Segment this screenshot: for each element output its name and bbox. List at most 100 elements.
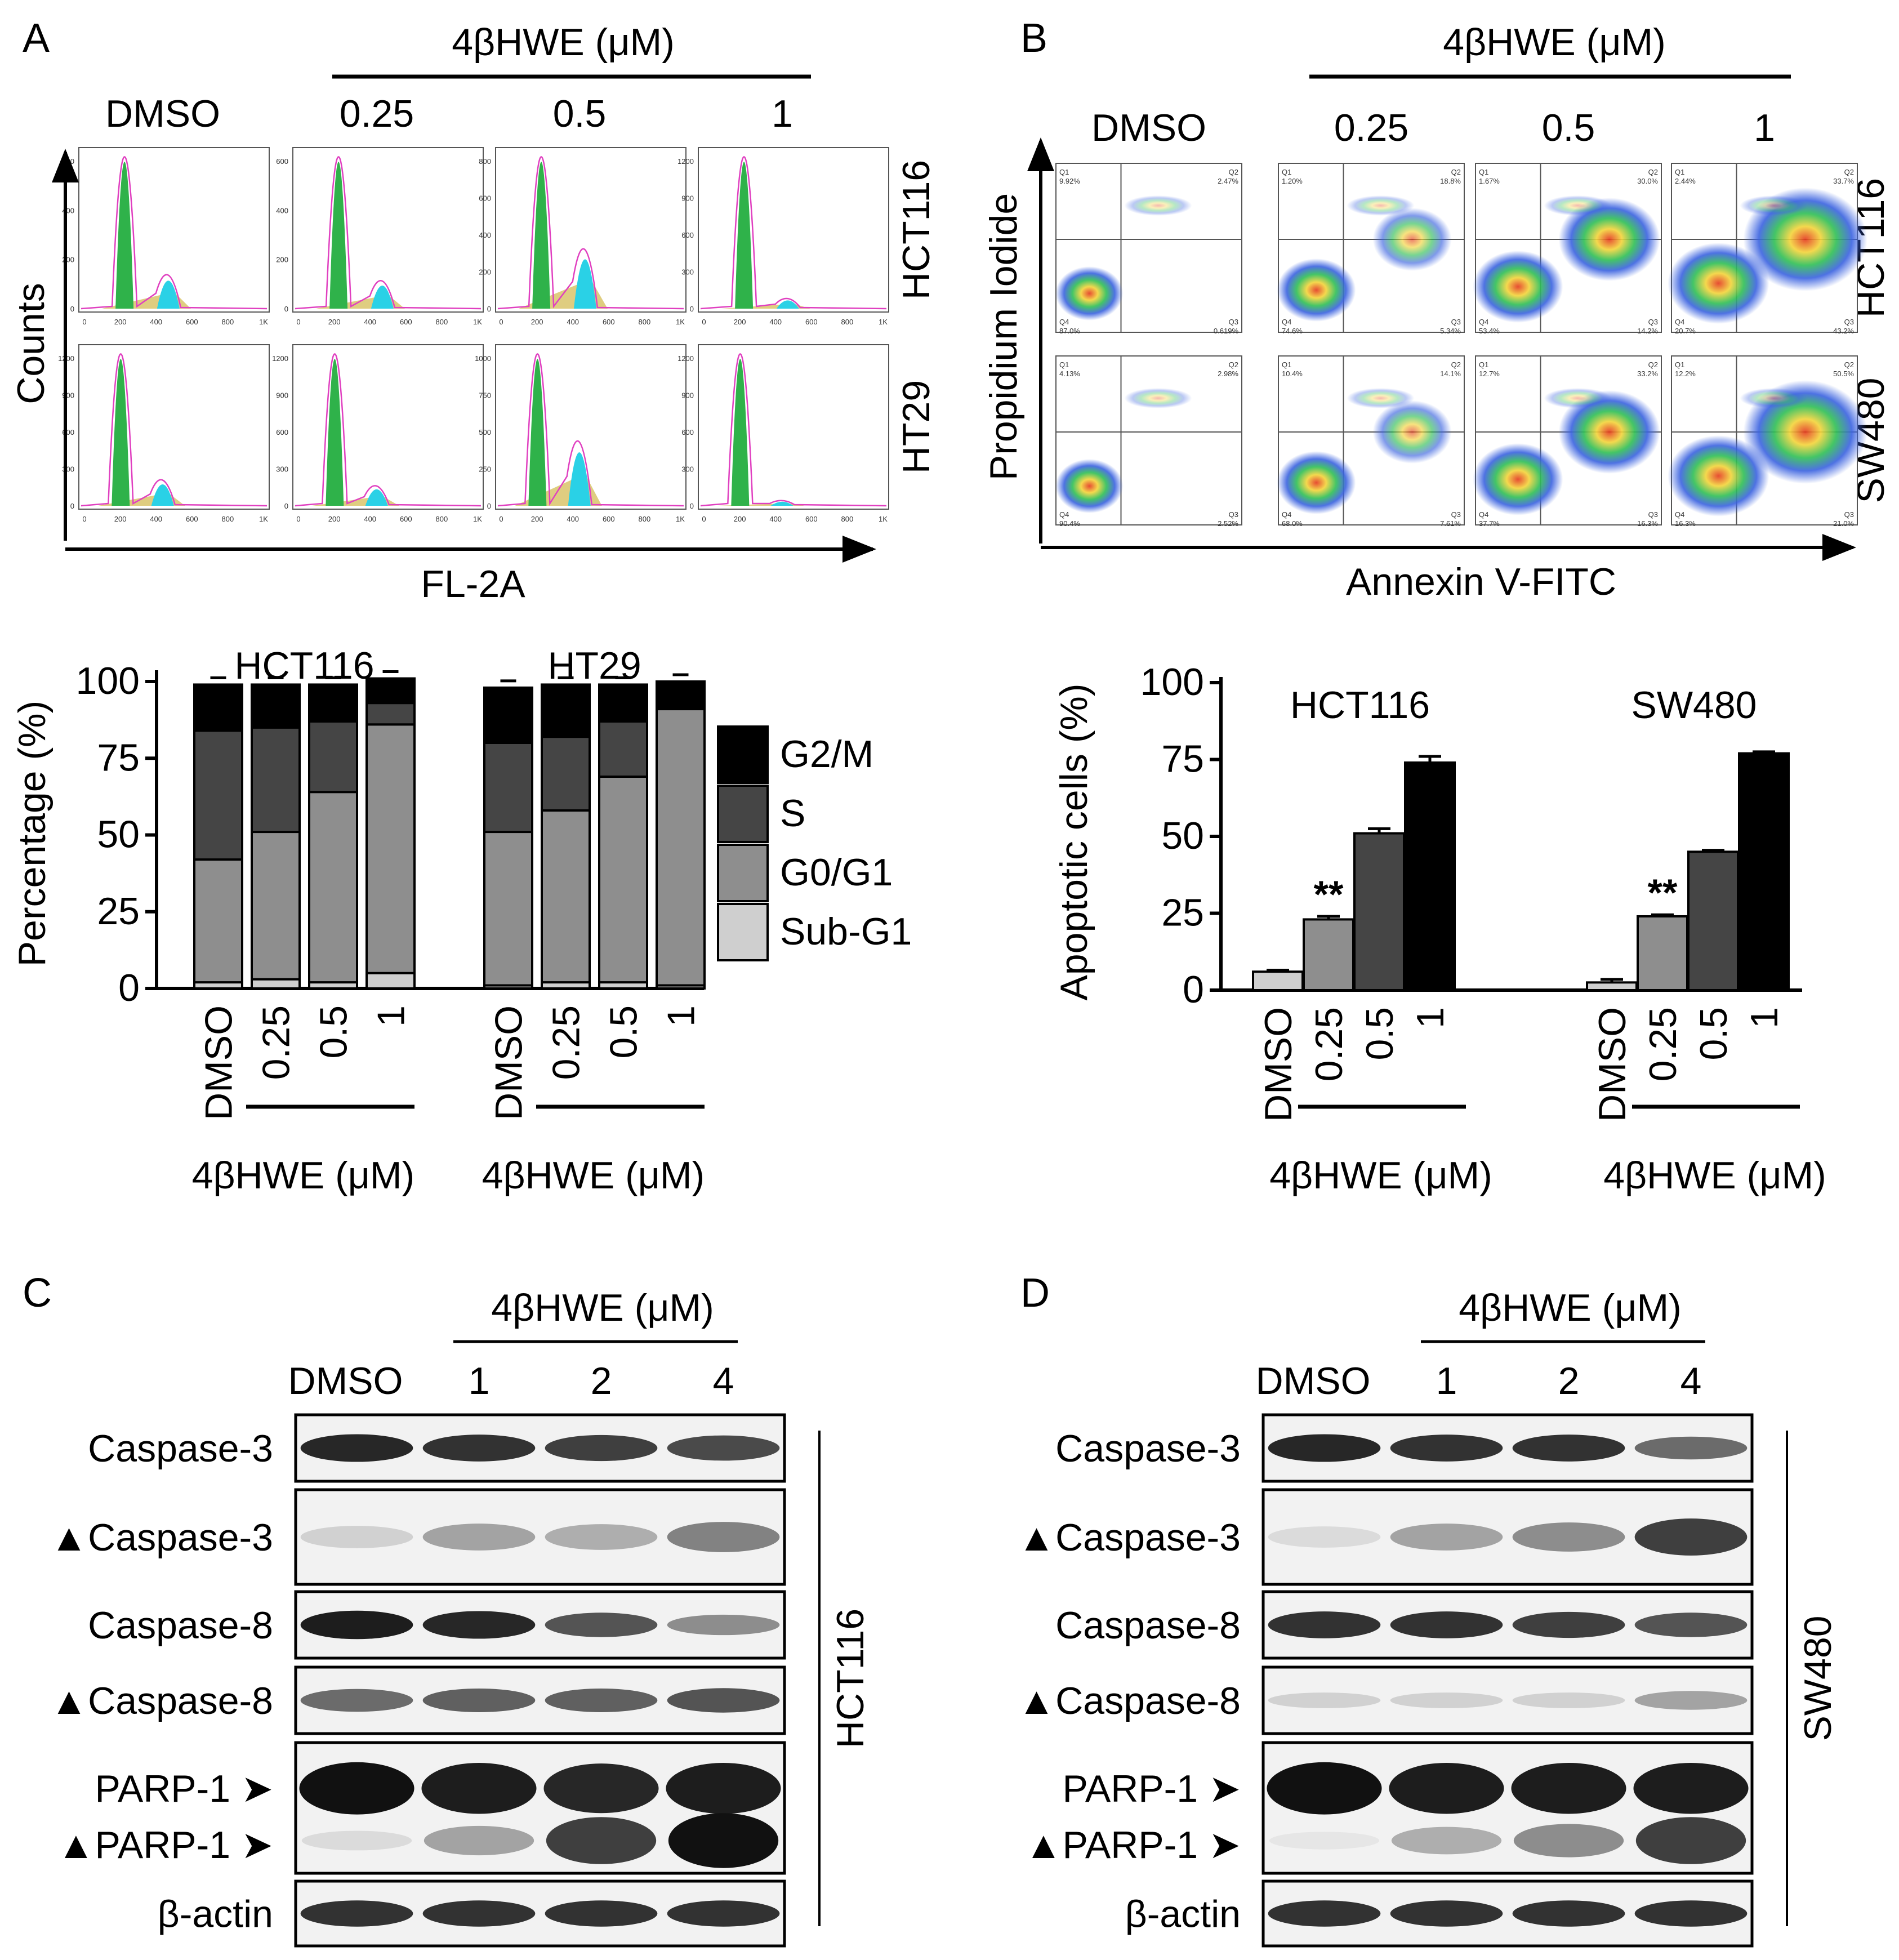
quadrant-label: Q3 [1648, 510, 1658, 519]
blot-band [1268, 1434, 1381, 1462]
quadrant-percent: 20.7% [1675, 327, 1696, 335]
quadrant-percent: 2.47% [1218, 177, 1238, 185]
blot-band-label: ▲PARP-1 ➤ [1024, 1824, 1241, 1867]
histogram-y-tick: 900 [681, 391, 694, 400]
chart1-bar-segment [251, 978, 301, 990]
chart2-y-tick-label: 100 [1140, 661, 1204, 703]
panel-a-y-axis-label: Counts [10, 283, 52, 404]
blot-band [667, 1435, 780, 1461]
quadrant-label: Q4 [1282, 318, 1291, 326]
chart1-group-title: HT29 [547, 644, 641, 687]
chart1-bar-segment [483, 742, 533, 834]
quadrant-label: Q3 [1229, 510, 1238, 519]
blot-lane-label: 2 [591, 1360, 612, 1402]
quadrant-label: Q2 [1451, 168, 1461, 176]
panel-b-y-axis-label: Propidium Iodide [982, 193, 1025, 480]
blot-band [1634, 1691, 1748, 1710]
blot-band [1391, 1827, 1502, 1855]
blot-band [301, 1830, 412, 1851]
panel-a-column-label: 1 [772, 92, 793, 135]
blot-lane-label: 2 [1558, 1360, 1580, 1402]
chart1-x-tick-label: 0.25 [255, 1005, 298, 1080]
histogram-x-tick: 400 [364, 515, 376, 523]
quadrant-label: Q1 [1675, 360, 1684, 369]
chart1-legend-label: G0/G1 [780, 851, 893, 894]
histogram-y-tick: 1000 [475, 354, 491, 363]
histogram-x-tick: 800 [436, 515, 448, 523]
histogram-x-tick: 0 [296, 318, 300, 326]
blot-band [666, 1762, 781, 1814]
histogram-x-tick: 0 [499, 318, 503, 326]
quadrant-percent: 50.5% [1833, 369, 1854, 378]
blot-band [1512, 1900, 1625, 1927]
histogram-x-tick: 800 [639, 515, 651, 523]
quadrant-label: Q4 [1479, 510, 1488, 519]
blot-band [1512, 1611, 1625, 1638]
blot-band [1513, 1824, 1624, 1857]
panel-a-histograms: 4βHWE (μM) DMSO 0.25 0.5 1 HCT116 HT29 0 200 4… [10, 21, 938, 605]
quadrant-percent: 33.2% [1637, 369, 1658, 378]
blot-band [545, 1900, 658, 1927]
blot-band [545, 1612, 658, 1637]
chart2-bar [1687, 850, 1739, 992]
chart2-bar [1353, 832, 1405, 992]
panel-a-x-axis-label: FL-2A [421, 563, 525, 605]
histogram-y-tick: 0 [690, 305, 694, 313]
chart2-x-tick-label: 1 [1409, 1007, 1452, 1028]
quadrant-percent: 14.1% [1440, 369, 1461, 378]
quadrant-label: Q1 [1479, 168, 1488, 176]
chart1-bar-segment [193, 858, 243, 984]
chart2-treatment-label: 4βHWE (μM) [1269, 1154, 1492, 1197]
blot-membrane [1261, 1665, 1754, 1735]
histogram-x-tick: 200 [531, 318, 543, 326]
quadrant-label: Q1 [1675, 168, 1684, 176]
blot-band-label: Caspase-3 [88, 1427, 273, 1470]
quadrant-label: Q1 [1059, 168, 1069, 176]
histogram-x-tick: 600 [186, 318, 198, 326]
histogram-y-tick: 1200 [677, 157, 694, 166]
histogram-x-tick: 600 [603, 515, 615, 523]
blot-band [1512, 1522, 1625, 1552]
histogram-x-tick: 600 [400, 515, 412, 523]
chart2-y-tick-label: 75 [1161, 738, 1204, 781]
quadrant-percent: 10.4% [1282, 369, 1303, 378]
chart2-bar [1637, 915, 1688, 991]
blot-band-label: PARP-1 ➤ [95, 1767, 273, 1810]
blot-band-label: ▲Caspase-8 [1018, 1680, 1241, 1722]
quadrant-label: Q2 [1229, 168, 1238, 176]
chart1-treatment-label: 4βHWE (μM) [482, 1154, 705, 1197]
histogram-y-tick: 0 [487, 502, 491, 510]
chart2-group-title: HCT116 [1290, 684, 1430, 727]
blot-band [667, 1522, 780, 1552]
blot-band [545, 1435, 658, 1462]
quadrant-label: Q2 [1648, 360, 1658, 369]
quadrant-percent: 14.2% [1637, 327, 1658, 335]
chart1-bar-segment [598, 775, 648, 984]
histogram-y-tick: 900 [681, 194, 694, 203]
histogram-y-tick: 500 [479, 428, 491, 436]
blot-band [300, 1900, 413, 1927]
blot-membrane [1261, 1590, 1754, 1660]
blot-band [667, 1688, 780, 1713]
histogram-x-tick: 200 [328, 515, 341, 523]
histogram-x-tick: 1K [259, 318, 268, 326]
blot-band [1511, 1762, 1626, 1814]
quadrant-label: Q3 [1844, 318, 1854, 326]
quadrant-percent: 87.0% [1059, 327, 1080, 335]
blot-band [543, 1763, 659, 1814]
histogram-x-tick: 800 [639, 318, 651, 326]
blot-band [424, 1825, 534, 1856]
chart2-x-tick-label: 0.5 [1358, 1007, 1401, 1061]
chart1-bar-segment [251, 683, 301, 729]
blot-membrane [1261, 1488, 1754, 1586]
quadrant-label: Q3 [1451, 318, 1461, 326]
chart1-legend-swatch [717, 725, 769, 784]
chart1-bar-segment [251, 726, 301, 834]
panel-d-western-blot: 4βHWE (μM) DMSO 1 2 4 Caspase-3 ▲Caspase-3 Casp… [1018, 1286, 1839, 1948]
quadrant-percent: 16.3% [1675, 519, 1696, 528]
quadrant-label: Q4 [1059, 510, 1069, 519]
